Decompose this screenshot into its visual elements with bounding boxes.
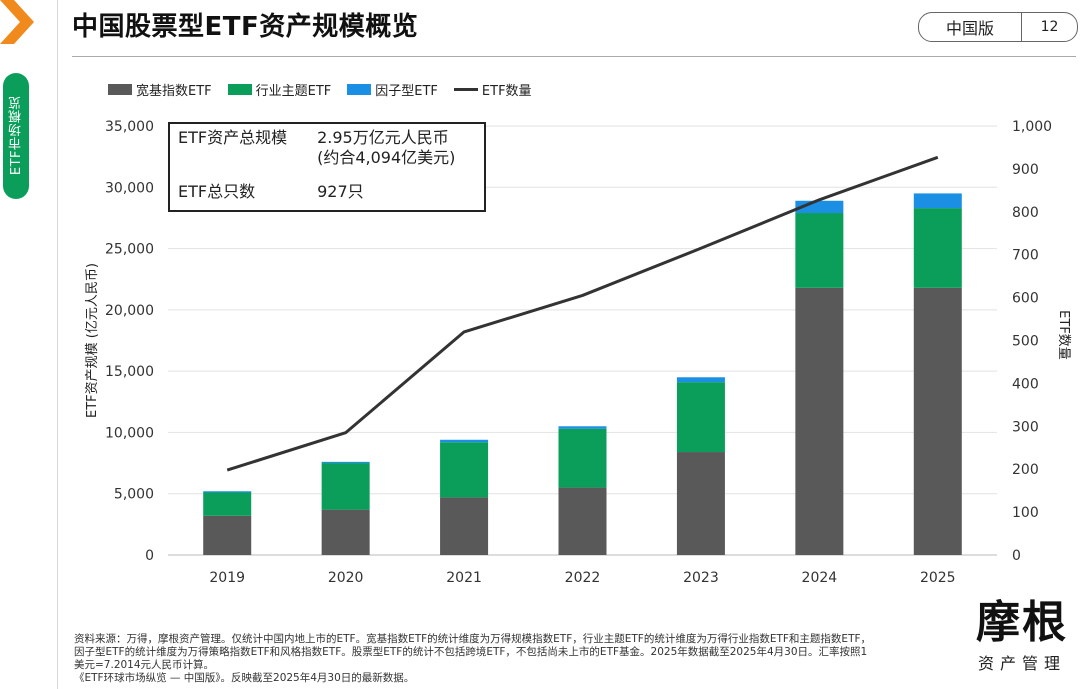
y2-tick-label: 500	[1012, 334, 1039, 350]
y-tick-label: 30,000	[105, 180, 154, 196]
legend-swatch-sector	[227, 84, 252, 95]
summary-label-aum: ETF资产总规模	[178, 128, 288, 147]
y2-tick-label: 800	[1012, 205, 1039, 221]
x-tick-label: 2020	[328, 570, 364, 586]
bar-segment	[676, 452, 725, 555]
legend-swatch-broad	[108, 84, 132, 95]
bar-segment	[558, 487, 607, 555]
bar-segment	[558, 426, 607, 429]
y-tick-label: 35,000	[105, 119, 154, 135]
bar-segment	[321, 463, 370, 510]
y2-tick-label: 0	[1012, 548, 1021, 564]
summary-row-aum: ETF资产总规模 2.95万亿元人民币 (约合4,094亿美元)	[178, 128, 455, 168]
footnote-line: 美元=7.2014元人民币计算。	[74, 659, 215, 671]
bar-segment	[203, 491, 252, 493]
y-tick-label: 5,000	[114, 487, 154, 503]
x-tick-label: 2024	[802, 570, 838, 586]
bar-segment	[913, 287, 962, 555]
summary-value-count: 927只	[317, 182, 364, 201]
legend-swatch-count	[453, 88, 478, 91]
legend-label-broad: 宽基指数ETF	[136, 84, 212, 99]
legend-label-count: ETF数量	[481, 84, 532, 99]
bar-segment	[676, 382, 725, 453]
edition-label: 中国版	[919, 13, 1022, 41]
jpmorgan-logo: 摩根 资产管理	[966, 598, 1078, 674]
bar-segment	[558, 428, 607, 488]
y2-tick-label: 300	[1012, 419, 1039, 435]
bar-segment	[440, 442, 489, 498]
summary-value-aum: 2.95万亿元人民币 (约合4,094亿美元)	[317, 128, 455, 168]
chart-legend: 宽基指数ETF 行业主题ETF 因子型ETF ETF数量	[108, 80, 532, 99]
legend-item-factor: 因子型ETF	[347, 80, 438, 99]
summary-label-count: ETF总只数	[178, 182, 256, 201]
y-tick-label: 0	[145, 548, 154, 564]
y-tick-label: 25,000	[105, 242, 154, 258]
logo-sub-text: 资产管理	[977, 654, 1066, 673]
edition-badge: 中国版 12	[918, 12, 1078, 42]
y-tick-label: 10,000	[105, 425, 154, 441]
chevron-right-icon	[0, 0, 34, 44]
sidebar-tab-etf-market[interactable]: ETF市场概览	[3, 73, 29, 199]
y-axis-title: ETF资产规模 (亿元人民币)	[85, 263, 100, 418]
summary-row-count: ETF总只数 927只	[178, 182, 364, 202]
y2-tick-label: 200	[1012, 462, 1039, 478]
y-tick-label: 15,000	[105, 364, 154, 380]
sidebar-divider	[57, 0, 58, 689]
bar-segment	[321, 509, 370, 555]
legend-swatch-factor	[347, 84, 372, 95]
y-tick-label: 20,000	[105, 303, 154, 319]
y2-tick-label: 100	[1012, 505, 1039, 521]
summary-box: ETF资产总规模 2.95万亿元人民币 (约合4,094亿美元) ETF总只数 …	[168, 122, 486, 212]
x-tick-label: 2023	[683, 570, 719, 586]
legend-label-sector: 行业主题ETF	[255, 84, 332, 99]
y2-tick-label: 900	[1012, 162, 1039, 178]
bar-segment	[321, 461, 370, 464]
footnote-line: 资料来源：万得，摩根资产管理。仅统计中国内地上市的ETF。宽基指数ETF的统计维…	[74, 633, 872, 645]
footnote-line: 因子型ETF的统计维度为万得策略指数ETF和风格指数ETF。股票型ETF的统计不…	[74, 646, 868, 658]
legend-item-sector: 行业主题ETF	[227, 80, 332, 99]
x-tick-label: 2022	[565, 570, 601, 586]
bar-segment	[440, 497, 489, 555]
bar-segment	[676, 377, 725, 383]
page-number: 12	[1040, 19, 1059, 35]
summary-value-aum-cny: 2.95万亿元人民币	[317, 128, 449, 147]
summary-value-aum-usd: (约合4,094亿美元)	[317, 148, 456, 167]
x-tick-label: 2019	[209, 570, 245, 586]
bar-segment	[795, 213, 844, 288]
legend-item-count: ETF数量	[453, 80, 532, 99]
bar-segment	[913, 208, 962, 288]
legend-item-broad: 宽基指数ETF	[108, 80, 212, 99]
bar-segment	[203, 515, 252, 555]
legend-label-factor: 因子型ETF	[375, 84, 438, 99]
y2-tick-label: 1,000	[1012, 119, 1052, 135]
etf-chart: 0 5,000 10,000 15,000 20,000 25,000 30,000 35,0…	[85, 119, 1071, 586]
bar-segment	[913, 193, 962, 209]
bar-segment	[440, 439, 489, 443]
title-divider	[72, 56, 1076, 57]
page-title: 中国股票型ETF资产规模概览	[72, 12, 419, 42]
footnote-line: 《ETF环球市场纵览 — 中国版》。反映截至2025年4月30日的最新数据。	[74, 672, 415, 684]
x-tick-label: 2025	[920, 570, 956, 586]
y2-tick-label: 600	[1012, 291, 1039, 307]
bar-segment	[203, 492, 252, 516]
y2-tick-label: 700	[1012, 248, 1039, 264]
logo-main-text: 摩根	[976, 597, 1068, 648]
footnote: 资料来源：万得，摩根资产管理。仅统计中国内地上市的ETF。宽基指数ETF的统计维…	[74, 633, 954, 685]
x-tick-label: 2021	[446, 570, 482, 586]
y2-tick-label: 400	[1012, 376, 1039, 392]
y2-axis-title: ETF数量	[1056, 310, 1071, 360]
bar-segment	[795, 287, 844, 555]
